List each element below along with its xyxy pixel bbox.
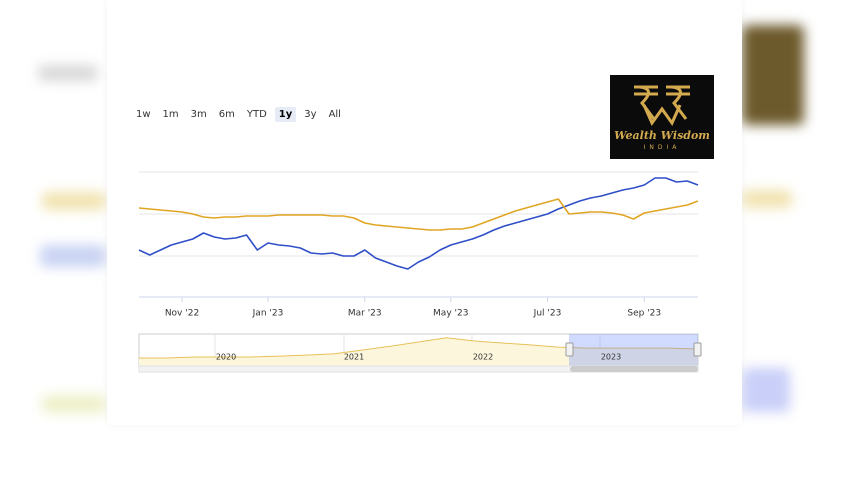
logo-emblem (634, 85, 690, 127)
background-blur (742, 368, 790, 412)
background-blur (742, 190, 792, 208)
navigator-label: 2020 (216, 353, 236, 362)
logo: Wealth Wisdom INDIA (610, 75, 714, 159)
range-button[interactable]: All (328, 109, 341, 120)
x-tick-label: May '23 (433, 309, 468, 319)
x-tick-label: Mar '23 (348, 309, 382, 319)
navigator-line (139, 337, 699, 359)
navigator-selection (569, 334, 698, 366)
series-line (138, 198, 699, 231)
range-button[interactable]: 1y (274, 107, 297, 122)
x-tick-label: Jan '23 (252, 309, 284, 319)
scrollbar-thumb[interactable] (570, 366, 698, 372)
logo-subtitle: INDIA (643, 144, 681, 151)
navigator-label: 2022 (473, 353, 493, 362)
navigator-area (139, 337, 698, 366)
range-button[interactable]: 3m (190, 109, 207, 120)
background-blur (742, 25, 804, 125)
range-button[interactable]: YTD (246, 109, 267, 120)
navigator-handle[interactable] (565, 342, 574, 357)
x-tick-label: Jul '23 (533, 309, 562, 319)
range-button[interactable]: 1w (136, 109, 151, 120)
navigator-handle[interactable] (693, 342, 702, 357)
background-blur (42, 395, 106, 413)
range-button[interactable]: 6m (218, 109, 235, 120)
x-tick-label: Nov '22 (165, 309, 199, 319)
range-button[interactable]: 3y (304, 109, 317, 120)
range-button[interactable]: 1m (162, 109, 179, 120)
background-blur (42, 192, 106, 210)
x-tick-label: Sep '23 (627, 309, 661, 319)
series-line (138, 177, 699, 270)
navigator-label: 2021 (344, 353, 364, 362)
background-blur (38, 65, 98, 81)
background-blur (40, 245, 106, 267)
navigator-label: 2023 (601, 353, 621, 362)
range-selector: 1w 1m 3m 6m YTD 1y 3y All (132, 107, 345, 122)
logo-title: Wealth Wisdom (614, 129, 710, 142)
